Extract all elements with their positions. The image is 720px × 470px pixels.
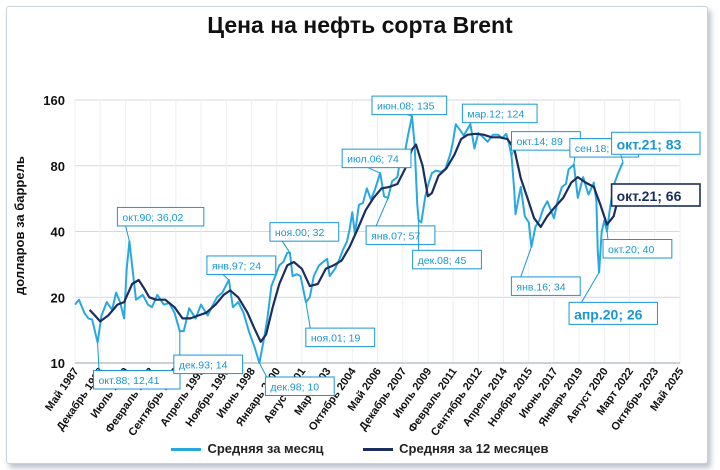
annotation-label: окт.14; 89 bbox=[517, 136, 563, 148]
annotation-box bbox=[305, 327, 376, 348]
annotation-box bbox=[206, 255, 277, 275]
annotation-label: янв.16; 34 bbox=[516, 281, 565, 293]
legend-item-monthly: Средняя за месяц bbox=[171, 441, 324, 456]
annotation-label: дек.08; 45 bbox=[418, 255, 467, 267]
y-tick-label: 160 bbox=[43, 93, 65, 108]
annotation-box bbox=[269, 222, 340, 242]
series-line-monthly bbox=[74, 115, 624, 364]
annotation-label: окт.90; 36,02 bbox=[122, 212, 183, 224]
annotation-box bbox=[264, 376, 335, 396]
legend-label-monthly: Средняя за месяц bbox=[207, 441, 324, 456]
annotation-box bbox=[412, 249, 482, 270]
annotation-box bbox=[116, 206, 205, 227]
annotation-box bbox=[341, 148, 412, 169]
y-tick-label: 20 bbox=[51, 290, 65, 305]
annotation-label: окт.21; 66 bbox=[617, 188, 682, 204]
annotation-box bbox=[510, 276, 581, 296]
annotation-label: янв.97; 24 bbox=[212, 260, 261, 272]
annotation-label: июл.06; 74 bbox=[347, 154, 399, 166]
annotations: окт.88; 12,41 окт.90; 36,02 дек.93; 14 янв.… bbox=[93, 95, 701, 396]
annotation-box bbox=[461, 103, 538, 124]
annotation-label: дек.98; 10 bbox=[270, 382, 319, 394]
annotation-box bbox=[371, 95, 448, 116]
legend-label-12m: Средняя за 12 месяцев bbox=[399, 441, 549, 456]
annotation-box bbox=[365, 225, 436, 245]
y-tick-label: 10 bbox=[51, 356, 65, 371]
annotation-box bbox=[602, 239, 673, 259]
y-tick-labels: 160 80 40 20 10 bbox=[43, 93, 65, 371]
legend-item-12m: Средняя за 12 месяцев bbox=[363, 441, 549, 456]
y-tick-label: 40 bbox=[51, 225, 65, 240]
annotation-label: дек.93; 14 bbox=[179, 360, 228, 372]
annotation-box bbox=[610, 183, 701, 207]
annotation-label: янв.07; 57 bbox=[371, 230, 420, 242]
chart-title: Цена на нефть сорта Brent bbox=[207, 12, 513, 38]
series-lines bbox=[74, 115, 624, 364]
annotation-label: мар.12; 124 bbox=[467, 109, 524, 121]
annotation-label: окт.20; 40 bbox=[608, 244, 654, 256]
y-tick-label: 80 bbox=[51, 159, 65, 174]
series-line-12m bbox=[88, 132, 624, 343]
annotation-box bbox=[611, 131, 701, 155]
annotation-label: окт.21; 83 bbox=[617, 136, 682, 152]
annotation-label: ноя.00; 32 bbox=[275, 227, 325, 239]
legend-swatch-monthly bbox=[171, 448, 202, 452]
legend: Средняя за месяц Средняя за 12 месяцев bbox=[0, 441, 720, 456]
annotation-label: июн.08; 135 bbox=[377, 101, 435, 113]
annotation-box bbox=[93, 370, 181, 390]
annotation-box bbox=[173, 354, 244, 375]
annotation-label: апр.20; 26 bbox=[574, 306, 643, 322]
annotation-box bbox=[568, 301, 658, 325]
annotation-label: ноя.01; 19 bbox=[311, 333, 361, 345]
annotation-label: окт.88; 12,41 bbox=[99, 375, 160, 387]
legend-swatch-12m bbox=[363, 448, 394, 452]
